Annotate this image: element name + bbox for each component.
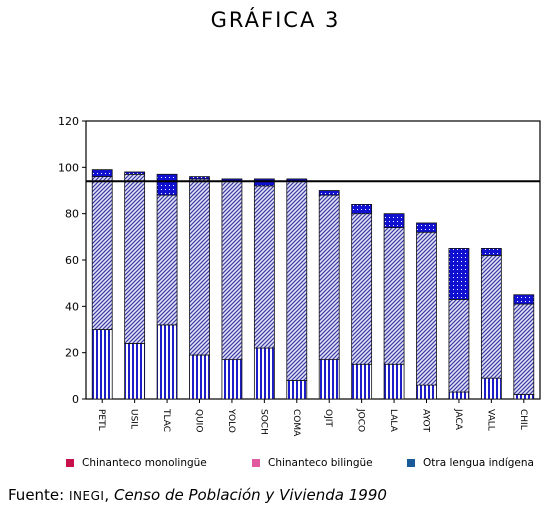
source-prefix: Fuente: — [8, 486, 69, 504]
bar-bilingue — [448, 298, 470, 393]
x-tick-label: CHIL — [518, 409, 528, 430]
bar-monolingue — [189, 354, 210, 400]
chart-title: GRÁFICA 3 — [210, 8, 341, 32]
bar-monolingue — [416, 384, 437, 400]
bar-bilingue — [318, 194, 340, 361]
bar-bilingue — [480, 254, 502, 379]
bar-otra-lengua — [513, 294, 535, 305]
bar-bilingue — [124, 173, 146, 344]
legend-label-otra-lengua: Otra lengua indígena — [423, 457, 534, 469]
legend-item-monolingue: Chinanteco monolingüe — [66, 457, 207, 469]
bar-bilingue — [286, 180, 308, 381]
legend-item-bilingue: Chinanteco bilingüe — [252, 457, 373, 469]
x-tick-label: JOCO — [356, 408, 366, 432]
x-tick-label: OJIT — [323, 409, 333, 427]
bar-bilingue — [189, 178, 210, 356]
bar-otra-lengua — [351, 203, 373, 215]
bar-otra-lengua — [448, 248, 470, 300]
bar-monolingue — [351, 363, 373, 400]
source-publication: Censo de Población y Vivienda 1990 — [113, 486, 387, 504]
x-tick-label: JACA — [453, 408, 463, 431]
x-tick-label: VALL — [485, 409, 495, 431]
stacked-bar-chart: 0 20 40 60 80 100 120 PETL USIL TLAC QUIO YOLO SOCH C… — [58, 115, 541, 437]
bar-bilingue — [351, 213, 373, 365]
y-tick-label: 80 — [65, 208, 79, 221]
legend-label-bilingue: Chinanteco bilingüe — [268, 457, 373, 469]
y-tick-label: 20 — [65, 347, 79, 360]
bar-otra-lengua — [416, 222, 437, 233]
y-tick-label: 100 — [58, 161, 79, 174]
bar-monolingue — [124, 342, 146, 400]
bar-bilingue — [156, 194, 178, 326]
bar-monolingue — [156, 324, 178, 400]
bar-otra-lengua — [124, 171, 146, 175]
bar-bilingue — [91, 176, 113, 330]
bar-otra-lengua — [383, 213, 405, 228]
bar-otra-lengua — [189, 176, 210, 180]
bar-monolingue — [480, 377, 502, 400]
bar-monolingue — [513, 393, 535, 400]
x-tick-label: USIL — [129, 409, 139, 429]
bar-monolingue — [318, 359, 340, 400]
bar-bilingue — [221, 180, 243, 361]
legend-item-otra-lengua: Otra lengua indígena — [407, 457, 534, 469]
bar-otra-lengua — [480, 248, 502, 256]
y-tick-label: 40 — [65, 300, 79, 313]
legend-swatch-monolingue — [66, 459, 74, 467]
bar-bilingue — [383, 227, 405, 365]
y-tick-label: 60 — [65, 254, 79, 267]
bar-bilingue — [513, 303, 535, 395]
legend-label-monolingue: Chinanteco monolingüe — [82, 457, 207, 469]
source-separator: , — [104, 486, 114, 504]
bar-bilingue — [416, 231, 437, 386]
legend-swatch-otra-lengua — [407, 459, 415, 467]
source-note: Fuente: INEGI, Censo de Población y Vivi… — [8, 486, 387, 504]
x-tick-label: COMA — [291, 409, 301, 437]
x-tick-label: QUIO — [194, 409, 204, 432]
x-tick-label: YOLO — [226, 408, 236, 433]
bar-monolingue — [448, 391, 470, 400]
bar-otra-lengua — [91, 169, 113, 177]
x-tick-label: TLAC — [161, 408, 171, 432]
bar-monolingue — [253, 347, 275, 400]
bar-monolingue — [383, 363, 405, 400]
bar-monolingue — [286, 380, 308, 400]
bar-monolingue — [221, 359, 243, 400]
bar-otra-lengua — [156, 173, 178, 196]
y-tick-label: 120 — [58, 115, 79, 128]
legend-swatch-bilingue — [252, 459, 260, 467]
x-tick-label: AYOT — [421, 409, 431, 433]
x-tick-label: PETL — [96, 409, 106, 431]
y-tick-label: 0 — [72, 393, 79, 406]
bar-bilingue — [253, 185, 275, 349]
bar-otra-lengua — [318, 190, 340, 196]
plot-frame — [85, 120, 541, 400]
x-tick-label: SOCH — [258, 409, 268, 435]
source-org: INEGI — [68, 489, 105, 503]
bar-monolingue — [91, 329, 113, 400]
x-tick-label: LALA — [388, 409, 398, 433]
bar-otra-lengua — [253, 178, 275, 187]
